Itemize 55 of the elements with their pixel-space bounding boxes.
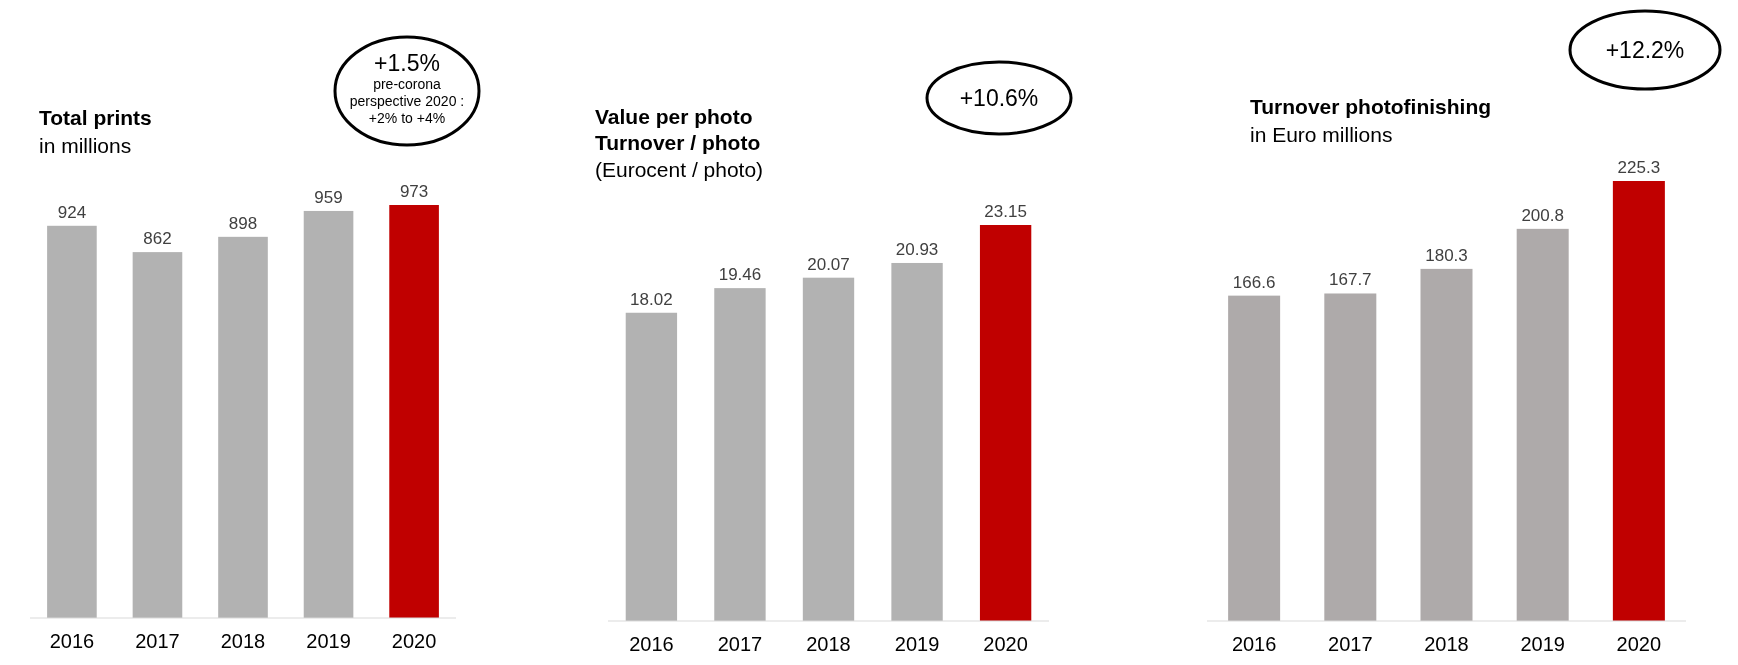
bar bbox=[625, 312, 678, 621]
data-label: 20.93 bbox=[895, 239, 939, 259]
bar bbox=[979, 225, 1032, 621]
bar bbox=[1420, 268, 1473, 621]
bar bbox=[714, 288, 766, 621]
chart-title: Turnover photofinishing bbox=[1250, 95, 1492, 118]
x-tick-label: 2017 bbox=[135, 630, 180, 652]
chart-subtitle: (Eurocent / photo) bbox=[595, 158, 764, 181]
text: +12.2% bbox=[1605, 37, 1685, 63]
data-label: 225.3 bbox=[1617, 158, 1661, 177]
text: pre-corona perspective 2020 : +2% to +4% bbox=[349, 76, 465, 126]
x-tick-label: 2019 bbox=[894, 633, 940, 655]
bar bbox=[802, 277, 855, 621]
data-label: 959 bbox=[314, 187, 343, 207]
data-label: 180.3 bbox=[1425, 245, 1468, 265]
bar bbox=[1228, 295, 1281, 621]
data-label: 166.6 bbox=[1232, 272, 1276, 292]
bar bbox=[132, 252, 183, 618]
bar bbox=[303, 210, 354, 618]
data-label: 20.07 bbox=[807, 254, 850, 274]
bar bbox=[389, 205, 439, 618]
chart-subtitle: in Euro millions bbox=[1250, 123, 1393, 146]
data-label: 167.7 bbox=[1329, 270, 1372, 290]
x-tick-label: 2018 bbox=[1424, 633, 1469, 655]
chart-subtitle: in millions bbox=[39, 134, 132, 157]
bar bbox=[1324, 293, 1377, 621]
x-tick-label: 2019 bbox=[306, 630, 351, 652]
bar bbox=[891, 262, 943, 621]
data-label: 200.8 bbox=[1521, 205, 1564, 225]
bar bbox=[1516, 228, 1569, 621]
x-tick-label: 2018 bbox=[806, 633, 851, 655]
data-label: 862 bbox=[143, 229, 172, 249]
text: +1.5% bbox=[374, 50, 440, 76]
data-label: 23.15 bbox=[984, 202, 1027, 221]
x-tick-label: 2019 bbox=[1520, 633, 1565, 655]
bar bbox=[47, 225, 97, 618]
data-label: 18.02 bbox=[630, 289, 673, 309]
x-tick-label: 2016 bbox=[1231, 633, 1277, 655]
data-label: 973 bbox=[399, 182, 429, 201]
x-tick-label: 2016 bbox=[49, 630, 95, 652]
data-label: 19.46 bbox=[718, 265, 762, 285]
x-tick-label: 2020 bbox=[1616, 633, 1662, 655]
data-label: 924 bbox=[57, 202, 87, 222]
x-tick-label: 2020 bbox=[983, 633, 1028, 655]
data-label: 898 bbox=[228, 213, 258, 233]
x-tick-label: 2017 bbox=[717, 633, 763, 655]
chart-title: Total prints bbox=[39, 106, 152, 129]
x-tick-label: 2018 bbox=[220, 630, 266, 652]
bar bbox=[218, 236, 268, 618]
bar bbox=[1612, 181, 1665, 621]
x-tick-label: 2017 bbox=[1328, 633, 1373, 655]
x-tick-label: 2016 bbox=[629, 633, 674, 655]
x-tick-label: 2020 bbox=[391, 630, 437, 652]
chart-title: Value per photo Turnover / photo bbox=[595, 105, 761, 154]
text: +10.6% bbox=[959, 85, 1039, 111]
